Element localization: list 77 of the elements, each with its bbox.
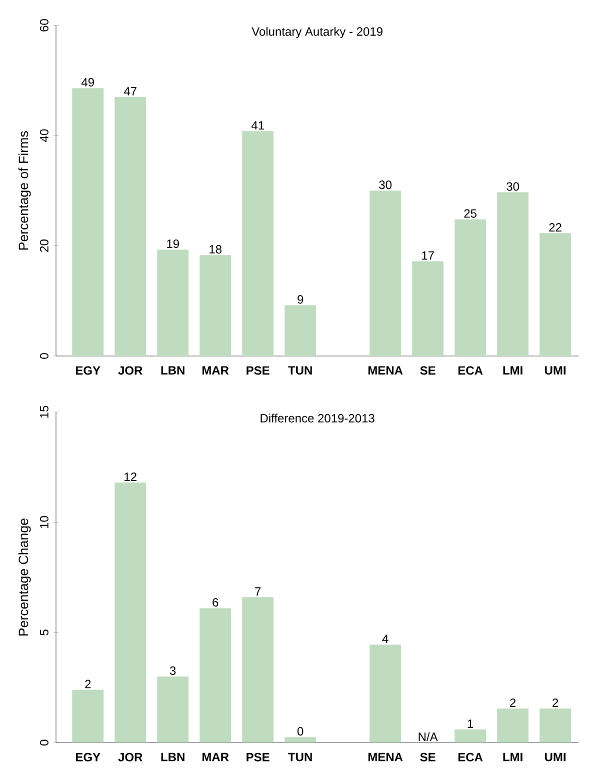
x-tick-label: EGY <box>76 366 100 375</box>
x-tick-label: PSE <box>246 366 270 375</box>
data-label: 17 <box>422 251 434 260</box>
data-label: 3 <box>170 666 176 675</box>
data-label: 9 <box>298 295 304 304</box>
x-tick-label: MAR <box>202 366 229 374</box>
bar <box>114 482 146 743</box>
x-tick-label: LBN <box>161 752 184 762</box>
x-tick-label: TUN <box>288 752 312 762</box>
y-tick-label: 60 <box>40 19 48 32</box>
x-tick-label: LMI <box>503 752 522 762</box>
x-tick-label: LBN <box>161 366 184 374</box>
y-axis-title: Percentage Change <box>18 518 31 636</box>
x-tick-label: UMI <box>545 752 566 762</box>
data-label: 49 <box>81 78 94 87</box>
x-tick-label: ECA <box>458 752 483 762</box>
data-label: 19 <box>167 240 179 248</box>
y-tick-label: 40 <box>40 129 48 142</box>
data-label: 1 <box>468 720 474 728</box>
x-tick-label: MENA <box>368 366 403 374</box>
data-label: 4 <box>382 634 388 643</box>
y-tick-label: 15 <box>40 406 48 418</box>
y-tick-label: 20 <box>40 240 48 252</box>
bar <box>200 255 232 356</box>
x-tick-label: PSE <box>246 752 270 762</box>
x-tick-label: JOR <box>118 366 142 375</box>
y-axis-title: Percentage of Firms <box>18 131 31 250</box>
data-label: 2 <box>510 698 516 707</box>
bar <box>114 96 146 356</box>
text: N/A <box>418 732 438 742</box>
data-label: 2 <box>85 680 91 688</box>
x-tick-label: UMI <box>545 366 566 375</box>
bar <box>72 88 104 356</box>
x-tick-label: ECA <box>458 366 483 375</box>
data-label: 22 <box>549 223 562 232</box>
chart-title: Difference 2019-2013 <box>260 414 374 422</box>
bar <box>497 192 529 356</box>
data-label: 12 <box>124 472 136 481</box>
bar <box>157 250 189 356</box>
data-label: 0 <box>297 727 304 736</box>
bar <box>242 131 274 356</box>
bar <box>497 708 529 743</box>
x-tick-label: MAR <box>202 752 229 762</box>
data-label: 30 <box>506 182 520 191</box>
data-label: 18 <box>210 245 222 254</box>
data-label: 25 <box>464 209 476 218</box>
x-tick-label: MENA <box>368 752 403 762</box>
bar <box>540 233 572 356</box>
bar <box>454 219 486 356</box>
data-label: 2 <box>552 698 558 707</box>
bar <box>412 261 444 356</box>
data-label: 30 <box>379 180 392 190</box>
y-tick-label: 0 <box>40 353 48 359</box>
x-tick-label: JOR <box>118 752 142 762</box>
data-label: 6 <box>212 598 218 607</box>
bar <box>157 676 189 743</box>
bar <box>370 190 402 356</box>
x-tick-label: EGY <box>76 752 100 762</box>
bar <box>200 608 232 743</box>
data-label: 41 <box>251 121 264 130</box>
x-tick-label: SE <box>420 366 436 375</box>
bar <box>284 737 316 743</box>
y-tick-label: 0 <box>40 740 48 746</box>
x-tick-label: TUN <box>288 366 312 375</box>
x-tick-label: LMI <box>503 366 522 374</box>
x-tick-label: SE <box>420 752 436 762</box>
y-tick-label: 10 <box>40 516 48 528</box>
bar <box>454 729 486 743</box>
bar <box>540 708 572 743</box>
data-label: 47 <box>124 87 136 96</box>
bar <box>242 597 274 743</box>
chart-title: Voluntary Autarky - 2019 <box>252 26 382 38</box>
data-label: 7 <box>255 587 261 596</box>
bar <box>370 644 402 743</box>
y-tick-label: 5 <box>40 630 48 636</box>
bar <box>72 690 104 743</box>
bar <box>284 305 316 356</box>
